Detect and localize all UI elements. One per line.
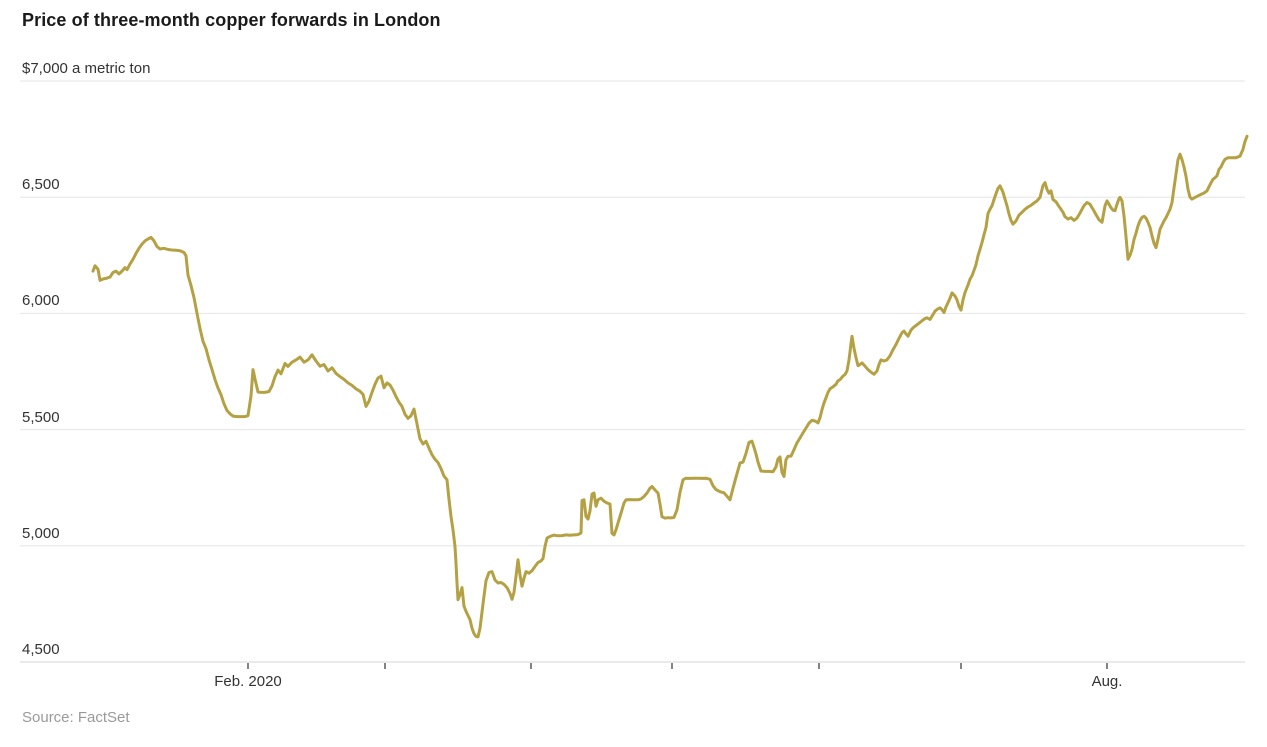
x-axis-label-feb-2020: Feb. 2020: [214, 673, 282, 690]
x-axis-label-aug: Aug.: [1091, 673, 1123, 690]
y-axis-label-6000: 6,000: [22, 292, 60, 310]
y-axis-label-4500: 4,500: [22, 641, 60, 658]
y-axis-unit-label: $7,000 a metric ton: [22, 60, 151, 77]
y-axis-label-5500: 5,500: [22, 408, 60, 426]
y-axis-label-5000: 5,000: [22, 524, 60, 542]
y-axis-label-6500: 6,500: [22, 176, 60, 194]
price-line: [91, 134, 1249, 639]
chart-title: Price of three-month copper forwards in …: [22, 10, 441, 30]
source-attribution: Source: FactSet: [22, 709, 130, 726]
